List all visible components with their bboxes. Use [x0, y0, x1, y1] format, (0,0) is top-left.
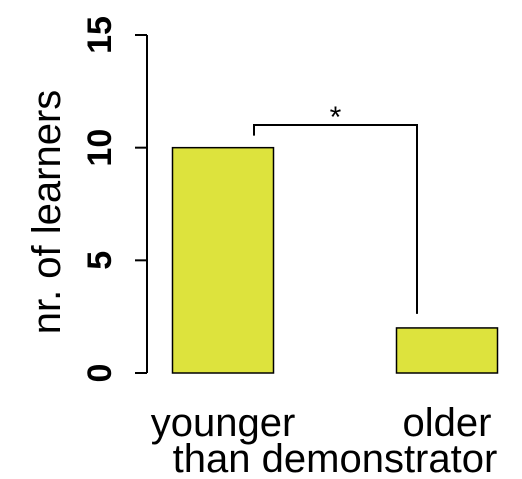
y-tick-label: 5 — [81, 251, 119, 270]
bar — [171, 146, 275, 374]
y-tick-label: 10 — [81, 129, 119, 167]
significance-line — [253, 124, 418, 314]
category-labels: younger older — [151, 401, 492, 445]
y-axis-title: nr. of learners — [25, 90, 69, 335]
y-tick-label: 15 — [81, 16, 119, 54]
significance-star: * — [330, 101, 342, 134]
bar — [395, 327, 499, 374]
bars — [171, 146, 499, 374]
significance-bracket: * — [253, 101, 418, 314]
category-shared-label: than demonstrator — [173, 437, 498, 479]
y-ticks: 0 5 10 15 — [81, 16, 147, 382]
category-label: older — [403, 401, 492, 445]
category-label: younger — [151, 401, 296, 445]
y-tick-label: 0 — [81, 364, 119, 383]
